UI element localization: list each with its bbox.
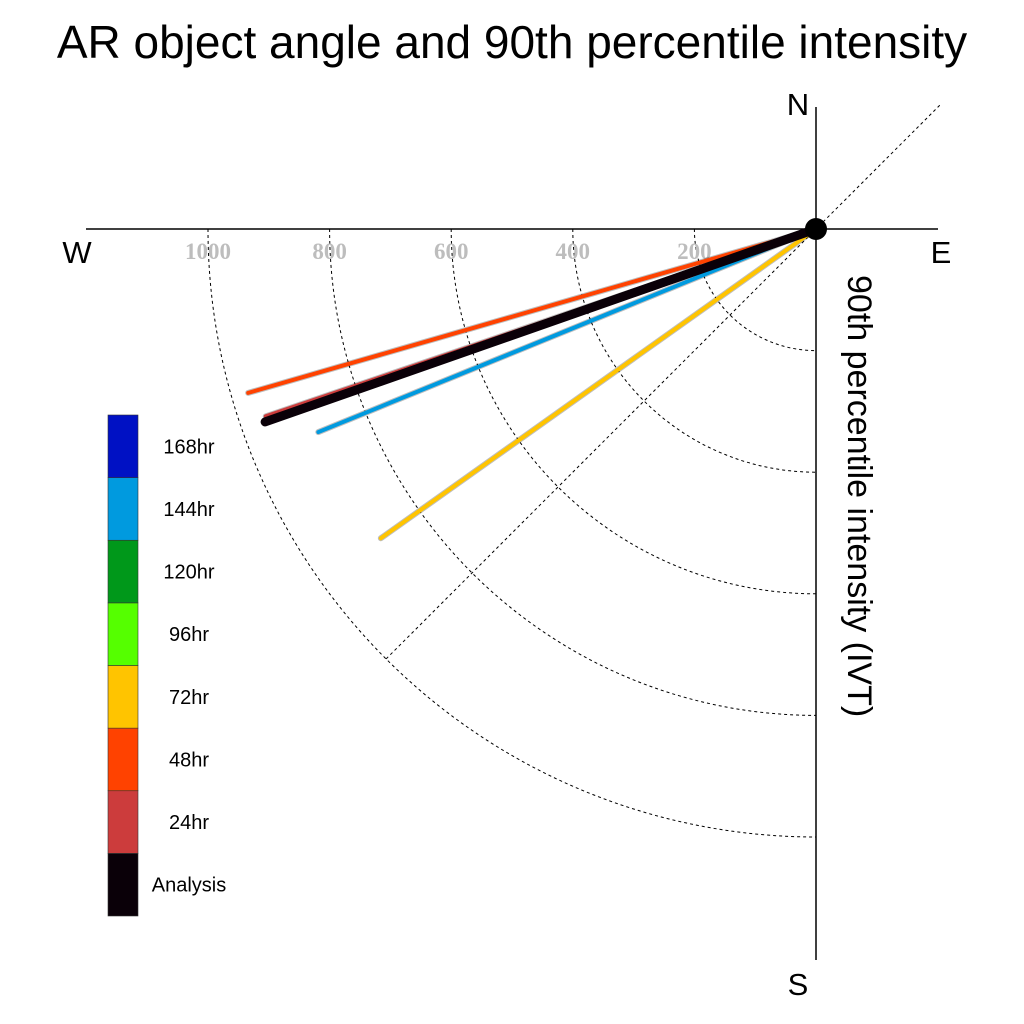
radial-tick-label: 400 — [556, 239, 591, 264]
west-label: W — [62, 235, 92, 270]
east-label: E — [931, 235, 952, 270]
legend-label: 144hr — [163, 499, 214, 521]
legend-label: 24hr — [169, 812, 209, 834]
legend-label: 96hr — [169, 624, 209, 646]
legend-label: 48hr — [169, 749, 209, 771]
series-vector-144hr — [316, 227, 818, 435]
grid-arc — [693, 228, 817, 352]
radial-axis-title: 90th percentile intensity (IVT) — [840, 275, 878, 717]
legend-swatch — [107, 602, 139, 666]
radial-tick-label: 1000 — [185, 239, 231, 264]
series-vector-48hr — [246, 227, 818, 395]
series-vector-72hr — [378, 227, 818, 541]
radial-tick-label: 800 — [312, 239, 347, 264]
grid-arc — [572, 228, 817, 473]
legend-label: Analysis — [152, 875, 226, 897]
legend-label: 72hr — [169, 687, 209, 709]
radial-tick-label: 600 — [434, 239, 469, 264]
legend-label: 168hr — [163, 436, 214, 458]
polar-grid — [207, 104, 941, 838]
north-label: N — [787, 87, 809, 122]
grid-arc — [329, 228, 817, 716]
legend-swatch — [107, 790, 139, 854]
legend: Analysis 24hr 48hr 72hr 96hr 120hr 144hr 168hr — [107, 414, 226, 917]
legend-swatch — [107, 414, 139, 478]
origin-marker — [805, 218, 827, 240]
legend-swatch — [107, 539, 139, 604]
legend-swatch — [107, 477, 139, 541]
series-vector-analysis — [260, 224, 821, 427]
south-label: S — [788, 967, 809, 1002]
chart-title: AR object angle and 90th percentile inte… — [57, 16, 967, 68]
series-vectors — [245, 224, 821, 542]
diagonal-gridline — [385, 104, 941, 660]
legend-swatch — [107, 853, 139, 917]
grid-arc — [450, 228, 817, 595]
legend-label: 120hr — [163, 562, 214, 584]
legend-swatch — [107, 665, 139, 729]
legend-swatch — [107, 727, 139, 792]
grid-arc — [207, 228, 817, 838]
